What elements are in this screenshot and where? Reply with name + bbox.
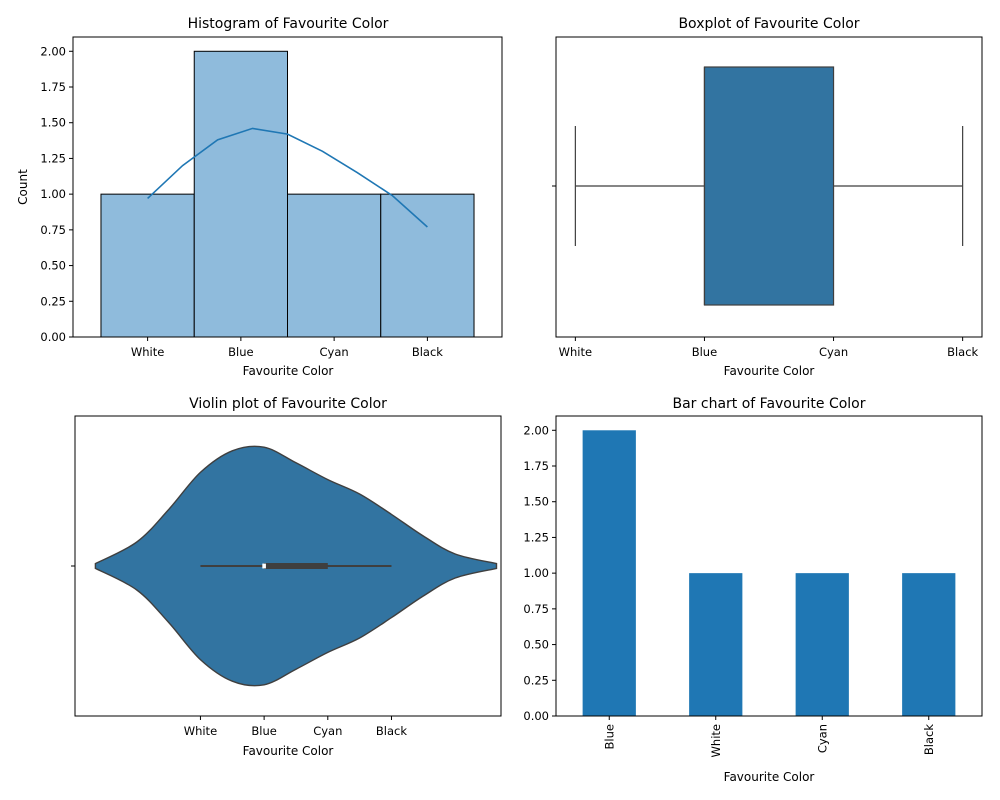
histogram-ytick-label-8: 2.00 — [40, 44, 66, 58]
violin-xtick-label-2: Cyan — [313, 724, 342, 738]
violin-marks: White Blue Cyan Black — [71, 445, 498, 738]
barchart-ytick-label-1: 0.25 — [523, 673, 549, 687]
violin-axes-frame — [74, 415, 502, 717]
violin-panel: Violin plot of Favourite Color White Blue… — [71, 396, 502, 758]
histogram-y-label: Count — [16, 169, 30, 205]
histogram-x-label: Favourite Color — [243, 364, 334, 378]
barchart-ytick-label-5: 1.25 — [523, 530, 549, 544]
barchart-panel: Bar chart of Favourite Color 0.00 0.25 0.5… — [523, 396, 983, 784]
histogram-axes-frame — [72, 36, 503, 338]
barchart-x-label: Favourite Color — [724, 770, 815, 784]
histogram-ytick-label-1: 0.25 — [40, 294, 66, 308]
boxplot-xtick-label-1: Blue — [692, 345, 717, 359]
histogram-ytick-label-4: 1.00 — [40, 187, 66, 201]
histogram-marks: 0.00 0.25 0.50 0.75 1.00 1.25 1.50 1.75 2.00 Whit… — [40, 44, 475, 359]
barchart-xtick-label-3: Black — [922, 724, 936, 755]
histogram-xtick-label-2: Cyan — [320, 345, 349, 359]
boxplot-axes-frame — [555, 36, 983, 338]
histogram-xtick-label-3: Black — [412, 345, 443, 359]
boxplot-xtick-label-3: Black — [947, 345, 978, 359]
histogram-ytick-label-2: 0.50 — [40, 259, 66, 273]
histogram-ytick-label-0: 0.00 — [40, 330, 66, 344]
barchart-ytick-label-8: 2.00 — [523, 423, 549, 437]
histogram-ytick-label-7: 1.75 — [40, 80, 66, 94]
barchart-bar-0 — [582, 430, 636, 716]
barchart-xtick-label-0: Blue — [602, 724, 616, 749]
barchart-bar-1 — [689, 573, 743, 716]
violin-x-label: Favourite Color — [243, 744, 334, 758]
barchart-bar-3 — [902, 573, 956, 716]
boxplot-title: Boxplot of Favourite Color — [678, 16, 859, 32]
violin-xtick-label-3: Black — [376, 724, 407, 738]
histogram-bar-3 — [380, 193, 475, 338]
barchart-ytick-label-6: 1.50 — [523, 495, 549, 509]
histogram-xtick-label-1: Blue — [228, 345, 253, 359]
barchart-ytick-label-0: 0.00 — [523, 709, 549, 723]
histogram-panel: Histogram of Favourite Color 0.00 0.25 0.5… — [16, 16, 503, 378]
boxplot-xtick-label-0: White — [559, 345, 592, 359]
barchart-axes-frame — [555, 415, 983, 717]
barchart-ytick-label-3: 0.75 — [523, 602, 549, 616]
violin-xtick-label-0: White — [184, 724, 217, 738]
histogram-ytick-label-3: 0.75 — [40, 223, 66, 237]
barchart-xtick-label-2: Cyan — [815, 724, 829, 753]
barchart-ytick-label-4: 1.00 — [523, 566, 549, 580]
boxplot-xtick-label-2: Cyan — [819, 345, 848, 359]
histogram-kde-line — [147, 127, 428, 228]
violin-xtick-label-1: Blue — [251, 724, 276, 738]
barchart-marks: 0.00 0.25 0.50 0.75 1.00 1.25 1.50 1.75 2.00 Blue… — [523, 423, 956, 757]
boxplot-marks: White Blue Cyan Black — [552, 66, 979, 359]
boxplot-panel: Boxplot of Favourite Color White Blue Cyan… — [552, 16, 983, 378]
boxplot-box — [703, 66, 835, 306]
barchart-bar-2 — [795, 573, 849, 716]
histogram-xtick-label-0: White — [131, 345, 164, 359]
violin-iqr-box — [264, 563, 328, 569]
histogram-bar-0 — [100, 193, 195, 338]
boxplot-x-label: Favourite Color — [724, 364, 815, 378]
barchart-title: Bar chart of Favourite Color — [673, 396, 866, 412]
violin-title: Violin plot of Favourite Color — [189, 396, 387, 412]
histogram-title: Histogram of Favourite Color — [188, 16, 389, 32]
barchart-ytick-label-7: 1.75 — [523, 459, 549, 473]
histogram-ytick-label-6: 1.50 — [40, 116, 66, 130]
histogram-bar-2 — [287, 193, 382, 338]
violin-median-dot — [262, 563, 266, 569]
barchart-xtick-label-1: White — [709, 724, 723, 757]
barchart-ytick-label-2: 0.50 — [523, 638, 549, 652]
histogram-ytick-label-5: 1.25 — [40, 151, 66, 165]
histogram-bar-1 — [193, 50, 289, 338]
